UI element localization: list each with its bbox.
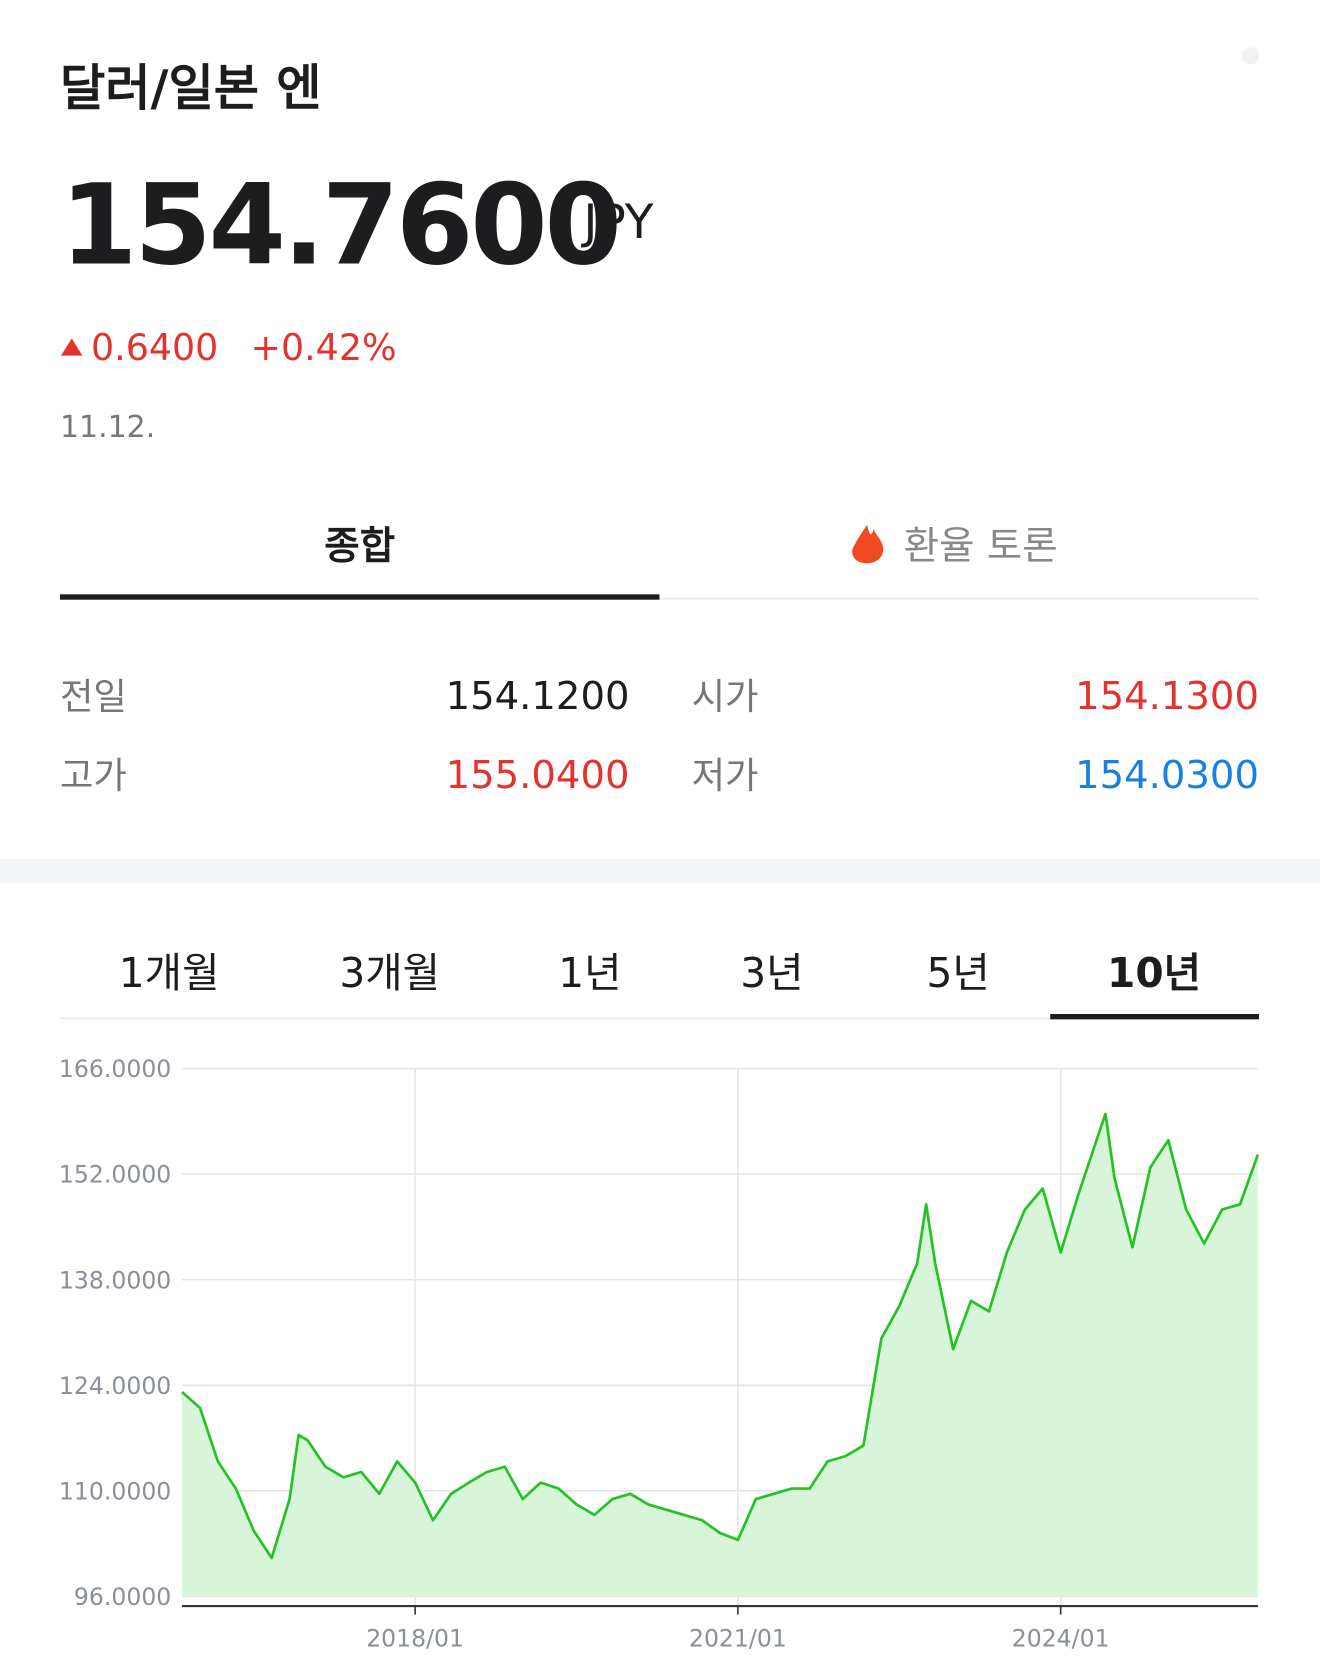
range-tab[interactable]: 1년 bbox=[558, 949, 621, 997]
chart: 96.0000 110.0000 124.0000 138.0000 152.0000 1… bbox=[59, 1055, 1260, 1653]
stat-value: 154.0300 bbox=[1075, 753, 1259, 798]
change: 0.6400 bbox=[91, 326, 218, 369]
stats: 전일 154.1200 시가 154.1300 고가 155.0400 저가 154.0300 bbox=[60, 674, 1259, 798]
line bbox=[181, 1112, 1260, 1560]
section-gap bbox=[0, 858, 1320, 884]
range-underline bbox=[1050, 1014, 1259, 1020]
tab[interactable]: 환율 토론 bbox=[904, 524, 1058, 569]
stat-label: 시가 bbox=[692, 675, 759, 718]
range-divider bbox=[59, 1017, 1259, 1020]
status-dot bbox=[1241, 47, 1259, 65]
tab-divider bbox=[59, 597, 1259, 600]
stat-label: 고가 bbox=[60, 754, 127, 797]
y-tick-label: 124.0000 bbox=[59, 1372, 171, 1400]
x-tick-label: 2024/01 bbox=[1012, 1625, 1110, 1653]
range-tab[interactable]: 1개월 bbox=[119, 949, 220, 997]
y-tick-label: 166.0000 bbox=[59, 1055, 171, 1083]
y-tick-label: 152.0000 bbox=[59, 1161, 171, 1189]
up-arrow bbox=[61, 338, 83, 356]
y-tick-label: 138.0000 bbox=[59, 1266, 171, 1294]
flame-icon bbox=[852, 524, 884, 564]
change-pct: +0.42% bbox=[251, 326, 397, 369]
range-tab[interactable]: 3개월 bbox=[339, 949, 440, 997]
stat-label: 전일 bbox=[60, 675, 127, 718]
x-tick-label: 2018/01 bbox=[366, 1625, 464, 1653]
title: 달러/일본 엔 bbox=[60, 59, 322, 117]
unit: JPY bbox=[580, 195, 653, 250]
stat-value: 154.1200 bbox=[446, 674, 630, 719]
tab[interactable]: 종합 bbox=[324, 524, 395, 569]
range-tab[interactable]: 5년 bbox=[927, 949, 990, 997]
range-tabs: 1개월 3개월 1년 3년 5년 10년 bbox=[119, 949, 1201, 997]
stat-label: 저가 bbox=[692, 754, 759, 797]
price: 154.7600 bbox=[60, 162, 619, 291]
date: 11.12. bbox=[60, 410, 155, 445]
range-tab[interactable]: 3년 bbox=[740, 949, 803, 997]
area bbox=[181, 1113, 1258, 1597]
range-tab[interactable]: 10년 bbox=[1107, 949, 1201, 997]
y-tick-label: 110.0000 bbox=[59, 1477, 171, 1505]
stat-value: 154.1300 bbox=[1075, 674, 1259, 719]
tab-underline bbox=[59, 594, 660, 600]
y-tick-label: 96.0000 bbox=[74, 1583, 171, 1611]
x-tick-label: 2021/01 bbox=[689, 1625, 787, 1653]
stat-value: 155.0400 bbox=[446, 753, 630, 798]
